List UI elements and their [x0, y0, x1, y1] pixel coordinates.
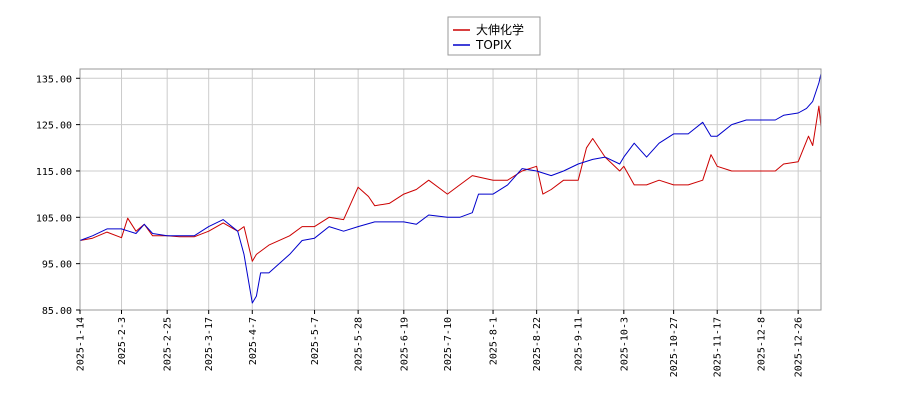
x-tick-label: 2025-10-27 — [669, 317, 680, 377]
x-tick-label: 2025-7-10 — [443, 317, 454, 371]
y-axis: 85.00 95.00 105.00 115.00 125.00 135.00 — [36, 74, 80, 317]
legend-box — [447, 16, 541, 56]
x-tick-label: 2025-10-3 — [619, 317, 630, 371]
plot-frame — [79, 68, 822, 311]
legend-label-daishin: 大伸化学 — [476, 22, 524, 37]
x-tick-label: 2025-8-1 — [489, 317, 500, 365]
x-tick-label: 2025-2-3 — [117, 317, 128, 365]
series-lines — [79, 73, 822, 304]
y-tick-label: 95.00 — [42, 260, 72, 271]
series-line-daishin — [79, 105, 822, 262]
x-tick-label: 2025-2-25 — [163, 317, 174, 371]
y-tick-label: 135.00 — [36, 74, 72, 85]
legend: 大伸化学 TOPIX — [447, 16, 541, 56]
x-tick-label: 2025-12-8 — [756, 317, 767, 371]
x-tick-label: 2025-3-17 — [204, 317, 215, 371]
x-tick-label: 2025-11-17 — [713, 317, 724, 377]
x-tick-label: 2025-12-26 — [794, 317, 805, 377]
x-axis: 2025-1-14 2025-2-3 2025-2-25 2025-3-17 2025-… — [76, 310, 805, 377]
y-tick-label: 85.00 — [42, 306, 72, 317]
x-tick-label: 2025-9-11 — [574, 317, 585, 371]
x-tick-label: 2025-6-19 — [399, 317, 410, 371]
y-tick-label: 115.00 — [36, 167, 72, 178]
series-line-topix — [79, 73, 822, 304]
x-tick-label: 2025-8-22 — [532, 317, 543, 371]
legend-label-topix: TOPIX — [475, 38, 512, 52]
y-tick-label: 125.00 — [36, 121, 72, 132]
y-tick-label: 105.00 — [36, 213, 72, 224]
x-tick-label: 2025-4-7 — [248, 317, 259, 365]
x-tick-label: 2025-5-28 — [354, 317, 365, 371]
x-tick-label: 2025-5-7 — [310, 317, 321, 365]
x-tick-label: 2025-1-14 — [76, 317, 87, 371]
